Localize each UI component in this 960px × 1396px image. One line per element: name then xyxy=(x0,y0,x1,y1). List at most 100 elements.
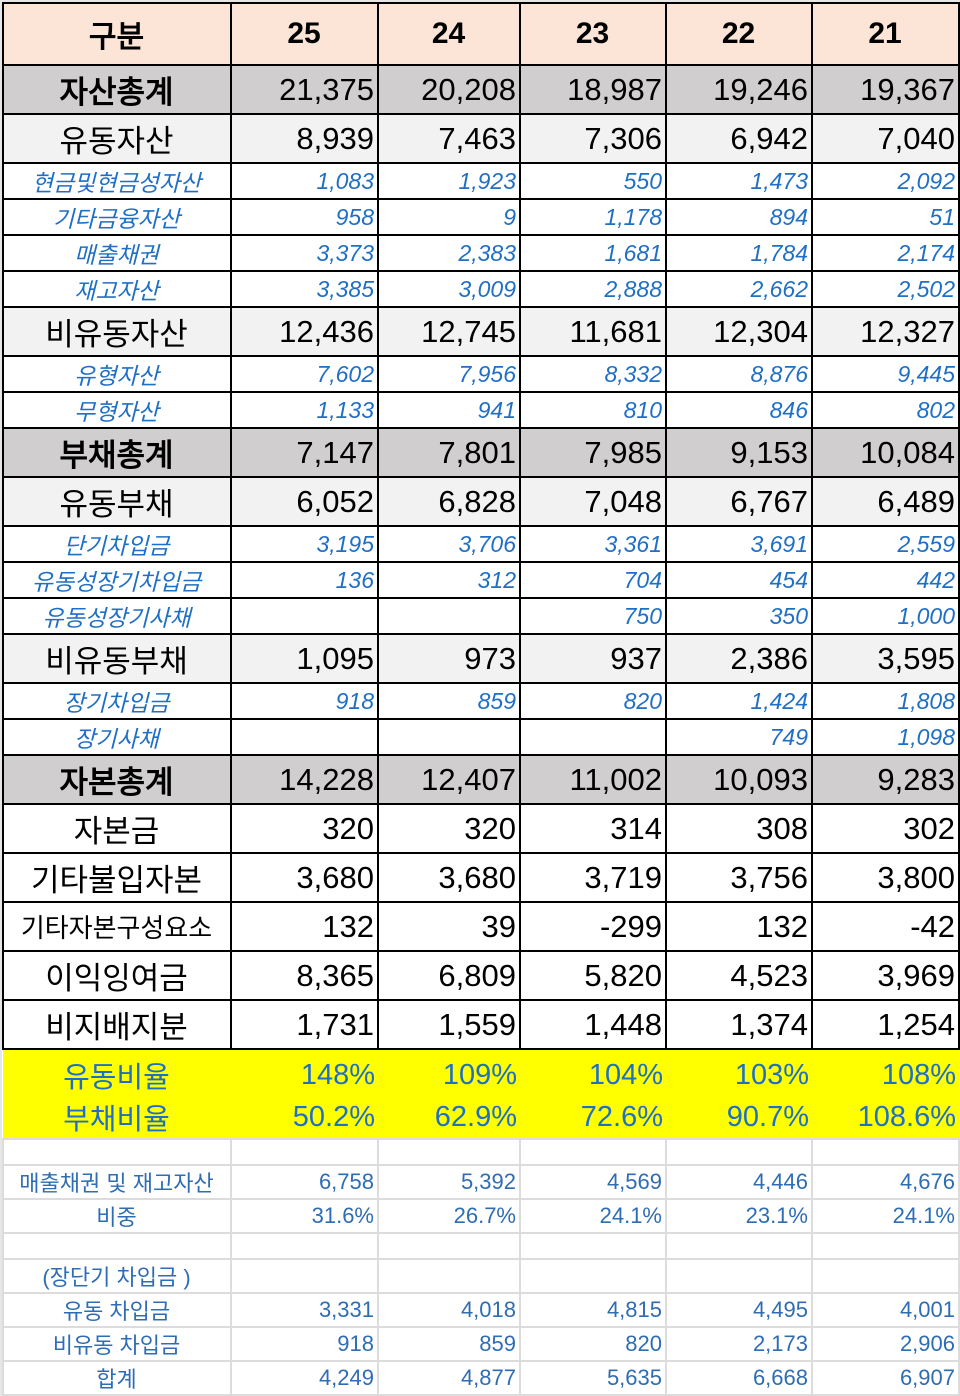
cell-value: 918 xyxy=(230,682,379,720)
row-label: 현금및현금성자산 xyxy=(2,162,232,200)
row-label: 합계 xyxy=(2,1360,232,1396)
cell-value: 24.1% xyxy=(519,1198,667,1234)
cell-value: 314 xyxy=(519,803,667,854)
cell-value: 50.2% xyxy=(231,1096,378,1139)
cell-value: 749 xyxy=(665,718,813,756)
empty-cell xyxy=(811,1138,960,1166)
cell-value: 8,332 xyxy=(519,355,667,393)
year-header: 22 xyxy=(665,2,813,66)
cell-value: 1,473 xyxy=(665,162,813,200)
cell-value: 1,374 xyxy=(665,999,813,1050)
cell-value: 4,569 xyxy=(519,1164,667,1200)
row-debt-ratio: 부채비율 50.2% 62.9% 72.6% 90.7% 108.6% xyxy=(3,1096,959,1139)
cell-value: 4,523 xyxy=(665,950,813,1001)
cell-value: 8,939 xyxy=(230,113,379,164)
cell-value: 550 xyxy=(519,162,667,200)
cell-value: 12,407 xyxy=(377,754,521,805)
empty-cell xyxy=(519,1138,667,1166)
cell-value: 3,595 xyxy=(811,633,960,684)
empty-cell xyxy=(230,1138,379,1166)
cell-value: 14,228 xyxy=(230,754,379,805)
cell-value: 820 xyxy=(519,682,667,720)
cell-value: 820 xyxy=(519,1326,667,1362)
cell-value: 5,635 xyxy=(519,1360,667,1396)
cell-value: 1,559 xyxy=(377,999,521,1050)
row-receivables: 매출채권 3,373 2,383 1,681 1,784 2,174 xyxy=(2,234,960,272)
cell-value: 2,888 xyxy=(519,270,667,308)
cell-value: 7,048 xyxy=(519,476,667,527)
row-label: 자본금 xyxy=(2,803,232,854)
row-label: 유동자산 xyxy=(2,113,232,164)
row-label: 유동비율 xyxy=(3,1049,231,1096)
row-current-long-term-borrowings: 유동성장기차입금 136 312 704 454 442 xyxy=(2,561,960,599)
cell-value: 894 xyxy=(665,198,813,236)
cell-value: 23.1% xyxy=(665,1198,813,1234)
row-tangible-assets: 유형자산 7,602 7,956 8,332 8,876 9,445 xyxy=(2,355,960,393)
row-inventory: 재고자산 3,385 3,009 2,888 2,662 2,502 xyxy=(2,270,960,308)
cell-value: 26.7% xyxy=(377,1198,521,1234)
row-label: 비지배지분 xyxy=(2,999,232,1050)
cell-value: 2,173 xyxy=(665,1326,813,1362)
cell-value: 4,001 xyxy=(811,1292,960,1328)
empty-cell xyxy=(519,1258,667,1294)
cell-value: 3,706 xyxy=(377,525,521,563)
cell-value: 1,681 xyxy=(519,234,667,272)
cell-value: 108% xyxy=(812,1049,959,1096)
row-label: 유동 차입금 xyxy=(2,1292,232,1328)
cell-value: 6,809 xyxy=(377,950,521,1001)
cell-value: 1,095 xyxy=(230,633,379,684)
cell-value: 1,448 xyxy=(519,999,667,1050)
row-long-term-bonds: 장기사채 749 1,098 xyxy=(2,718,960,756)
cell-value: 62.9% xyxy=(378,1096,520,1139)
row-label: 자본총계 xyxy=(2,754,232,805)
cell-value: 104% xyxy=(520,1049,666,1096)
cell-value: 1,923 xyxy=(377,162,521,200)
empty-cell xyxy=(230,1232,379,1260)
empty-cell xyxy=(519,1232,667,1260)
cell-value: 454 xyxy=(665,561,813,599)
cell-value: 4,495 xyxy=(665,1292,813,1328)
cell-value: 11,681 xyxy=(519,306,667,357)
empty-cell xyxy=(377,1258,521,1294)
cell-value: 320 xyxy=(377,803,521,854)
cell-value: 3,691 xyxy=(665,525,813,563)
row-total-liabilities: 부채총계 7,147 7,801 7,985 9,153 10,084 xyxy=(2,427,960,478)
row-current-ratio: 유동비율 148% 109% 104% 103% 108% xyxy=(3,1049,959,1096)
row-label: 자산총계 xyxy=(2,64,232,115)
cell-value: 859 xyxy=(377,682,521,720)
cell-value: 3,009 xyxy=(377,270,521,308)
cell-value: 1,133 xyxy=(230,391,379,429)
cell-value: 12,745 xyxy=(377,306,521,357)
cell-value: 802 xyxy=(811,391,960,429)
header-row: 구분 25 24 23 22 21 xyxy=(2,2,960,66)
cell-value: 7,956 xyxy=(377,355,521,393)
row-total-borrowings: 합계 4,249 4,877 5,635 6,668 6,907 xyxy=(2,1360,960,1396)
cell-value: 6,767 xyxy=(665,476,813,527)
cell-value: 704 xyxy=(519,561,667,599)
row-label: 무형자산 xyxy=(2,391,232,429)
row-label: 매출채권 xyxy=(2,234,232,272)
cell-value: 1,784 xyxy=(665,234,813,272)
row-capital-stock: 자본금 320 320 314 308 302 xyxy=(2,803,960,854)
cell-value: 108.6% xyxy=(812,1096,959,1139)
cell-value: 31.6% xyxy=(230,1198,379,1234)
cell-value: 9,283 xyxy=(811,754,960,805)
cell-value: 132 xyxy=(665,901,813,952)
cell-value: 103% xyxy=(666,1049,812,1096)
cell-value: 7,040 xyxy=(811,113,960,164)
cell-value: 3,719 xyxy=(519,852,667,903)
row-noncurrent-assets: 비유동자산 12,436 12,745 11,681 12,304 12,327 xyxy=(2,306,960,357)
cell-value: 6,907 xyxy=(811,1360,960,1396)
cell-value: 6,942 xyxy=(665,113,813,164)
row-non-controlling-interest: 비지배지분 1,731 1,559 1,448 1,374 1,254 xyxy=(2,999,960,1050)
row-label: 장기사채 xyxy=(2,718,232,756)
empty-cell xyxy=(377,1138,521,1166)
cell-value: 3,361 xyxy=(519,525,667,563)
cell-value: 302 xyxy=(811,803,960,854)
row-long-term-borrowings: 장기차입금 918 859 820 1,424 1,808 xyxy=(2,682,960,720)
cell-value: 3,385 xyxy=(230,270,379,308)
row-noncurrent-borrowings: 비유동 차입금 918 859 820 2,173 2,906 xyxy=(2,1326,960,1362)
cell-value: 859 xyxy=(377,1326,521,1362)
cell-value xyxy=(519,718,667,756)
